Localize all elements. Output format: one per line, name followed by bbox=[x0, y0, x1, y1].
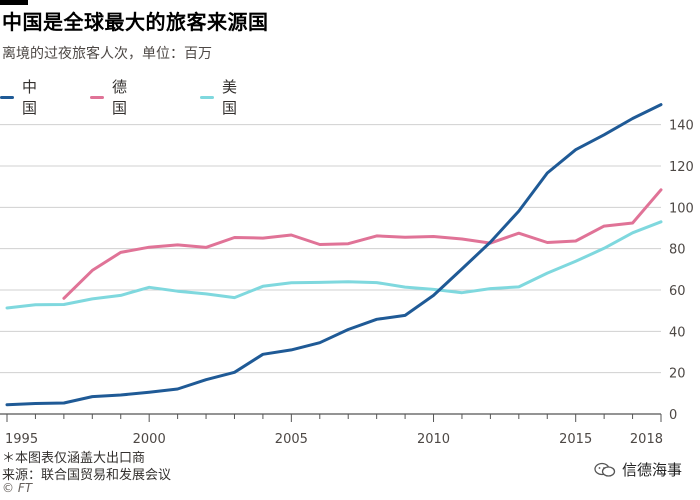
x-tick-label: 1995 bbox=[5, 432, 38, 447]
y-tick-label: 60 bbox=[669, 284, 686, 299]
legend-swatch-china bbox=[0, 95, 14, 99]
legend-item-germany: 德国 bbox=[90, 76, 133, 118]
chart-source: 来源：联合国贸易和发展会议 bbox=[2, 468, 172, 483]
legend-label-usa: 美国 bbox=[222, 78, 238, 117]
y-tick-label: 80 bbox=[669, 243, 686, 258]
series-line-china bbox=[5, 103, 663, 407]
chart-title: 中国是全球最大的旅客来源国 bbox=[2, 10, 269, 34]
ft-credit: © FT bbox=[2, 481, 33, 495]
y-tick-label: 120 bbox=[669, 160, 694, 175]
legend-item-china: 中国 bbox=[0, 76, 43, 118]
y-tick-label: 0 bbox=[669, 408, 677, 423]
line-chart: 0 20 40 60 80 100 120 140 1995 2000 2005 2010 2015 20… bbox=[0, 103, 694, 447]
chart-note: ＊本图表仅涵盖大出口商 bbox=[2, 451, 146, 466]
x-tick-label: 2005 bbox=[275, 432, 308, 447]
legend-swatch-germany bbox=[90, 95, 104, 99]
legend-label-china: 中国 bbox=[22, 78, 38, 117]
y-tick-label: 100 bbox=[669, 201, 694, 216]
legend-swatch-usa bbox=[200, 95, 214, 99]
watermark-text: 信德海事 bbox=[621, 461, 682, 479]
y-tick-label: 20 bbox=[669, 367, 686, 382]
x-tick-label: 2018 bbox=[630, 432, 663, 447]
y-tick-label: 40 bbox=[669, 325, 686, 340]
wechat-icon bbox=[594, 462, 616, 478]
chart-subtitle: 离境的过夜旅客人次，单位：百万 bbox=[2, 46, 212, 62]
x-tick-label: 2010 bbox=[417, 432, 450, 447]
legend-label-germany: 德国 bbox=[112, 78, 128, 117]
wechat-watermark: 信德海事 bbox=[594, 459, 682, 480]
series-line-usa bbox=[5, 220, 663, 310]
x-tick-label: 2015 bbox=[559, 432, 592, 447]
x-tick-label: 2000 bbox=[133, 432, 166, 447]
legend-item-usa: 美国 bbox=[200, 76, 243, 118]
y-tick-label: 140 bbox=[669, 119, 694, 134]
series-line-germany bbox=[62, 188, 663, 300]
brand-bar bbox=[0, 0, 28, 5]
